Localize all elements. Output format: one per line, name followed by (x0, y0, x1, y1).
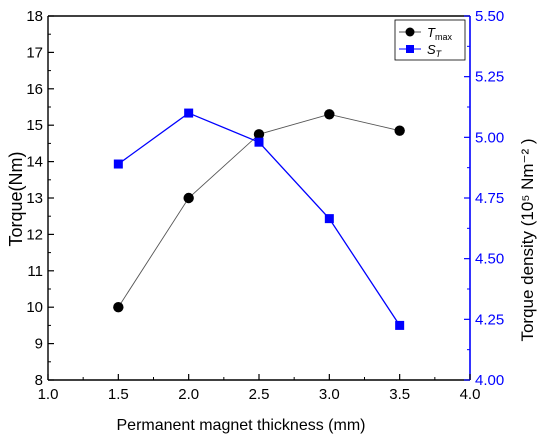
legend-label: ST (427, 42, 443, 59)
series-1-point (253, 129, 265, 140)
y-axis-right-label: Torque density (10⁵ Nm⁻² ) (518, 138, 537, 341)
y-right-tick-label: 4.75 (475, 190, 504, 207)
x-tick-label: 2.5 (249, 386, 270, 403)
legend-swatch-square (406, 45, 414, 53)
y-right-tick-label: 4.25 (475, 311, 504, 328)
series-1-point (324, 109, 335, 120)
y-left-tick-label: 10 (26, 299, 43, 316)
y-right-tick-label: 4.00 (475, 372, 504, 389)
y-right-tick-label: 5.00 (475, 129, 504, 146)
x-tick-label: 2.0 (178, 386, 199, 403)
legend-label: Tmax (427, 25, 452, 42)
y-left-tick-label: 8 (35, 372, 43, 389)
series-2-point (324, 214, 334, 224)
legend-box (394, 19, 466, 61)
y-right-tick-label: 5.50 (475, 8, 504, 25)
x-axis-label: Permanent magnet thickness (mm) (117, 417, 366, 434)
legend-swatch-circle (405, 27, 415, 37)
y-left-tick-label: 15 (26, 117, 43, 134)
series-2-point (254, 137, 264, 147)
y-left-tick-label: 14 (26, 154, 43, 171)
y-axis-left-label: Torque(Nm) (6, 151, 26, 246)
y-left-tick-label: 13 (26, 190, 43, 207)
series-1-point (394, 125, 405, 136)
series-2-point (395, 320, 405, 330)
y-left-tick-label: 9 (35, 336, 43, 353)
x-tick-label: 3.0 (319, 386, 340, 403)
series-1-point (183, 192, 194, 204)
x-tick-label: 4.0 (460, 386, 481, 403)
series-2-point (184, 108, 194, 118)
y-left-tick-label: 12 (26, 226, 43, 243)
x-tick-label: 1.5 (108, 386, 129, 403)
y-right-tick-label: 5.25 (475, 69, 504, 86)
y-left-tick-label: 11 (27, 263, 43, 280)
x-tick-label: 1.0 (38, 386, 59, 403)
x-tick-label: 3.5 (389, 386, 410, 403)
y-left-tick-label: 16 (26, 81, 43, 98)
y-left-tick-label: 18 (26, 8, 43, 25)
y-left-tick-label: 17 (26, 44, 43, 61)
series-2-point (113, 159, 123, 169)
series-1-point (113, 302, 124, 313)
y-right-tick-label: 4.50 (475, 251, 504, 268)
